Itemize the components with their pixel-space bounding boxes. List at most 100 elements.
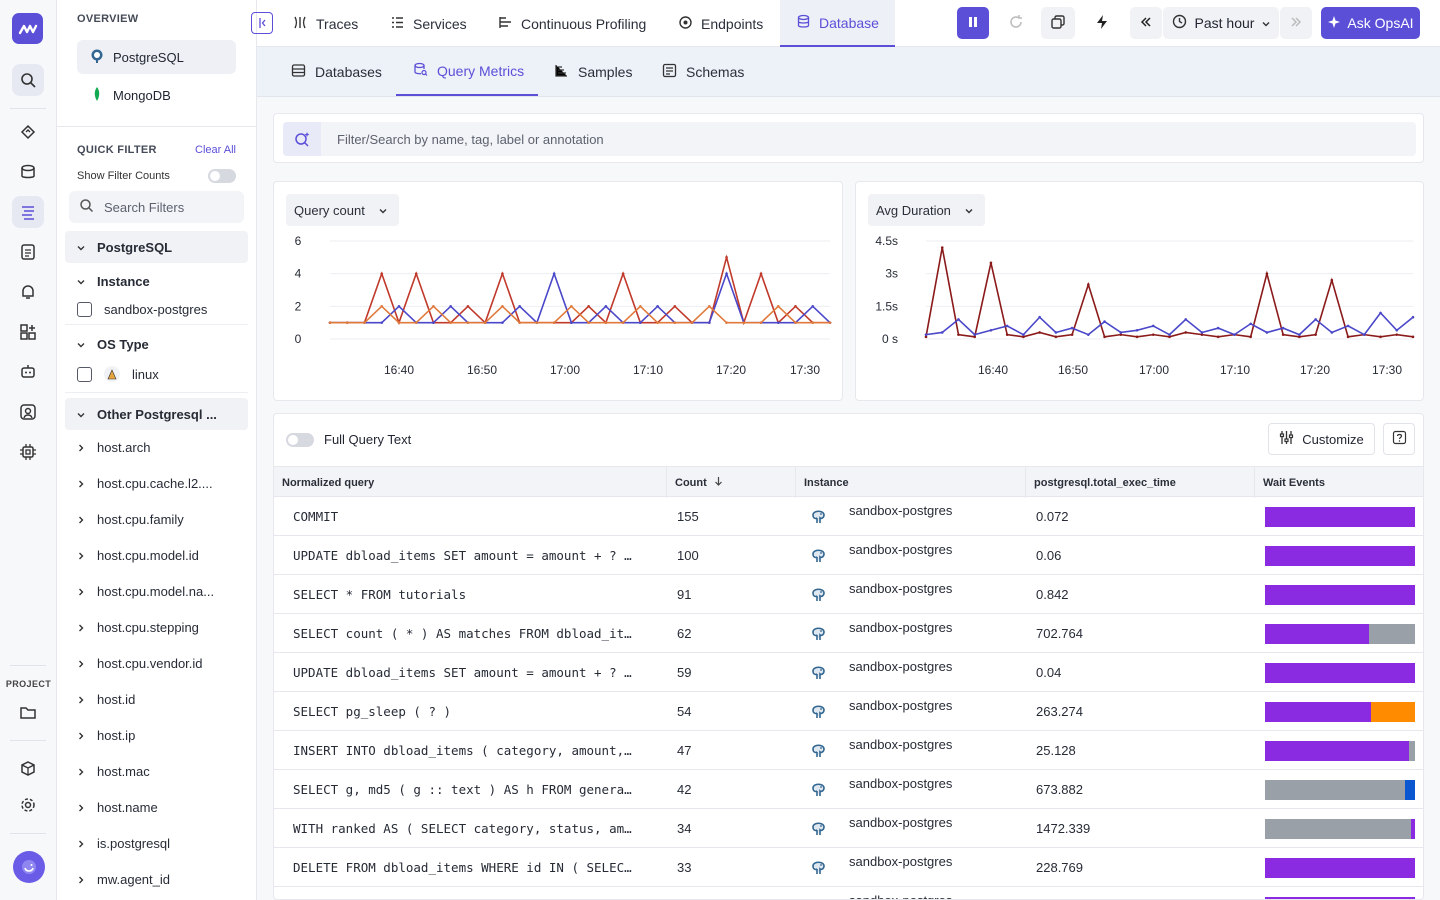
filter-attr-item[interactable]: host.cpu.vendor.id — [65, 650, 248, 676]
customize-button[interactable]: Customize — [1268, 423, 1375, 455]
query-cell[interactable]: SELECT g, md5 ( g :: text ) AS h FROM ge… — [293, 782, 632, 797]
ask-opsai-button[interactable]: Ask OpsAI — [1321, 7, 1420, 39]
filter-attr-item[interactable]: host.ip — [65, 722, 248, 748]
apm-icon[interactable] — [12, 116, 44, 148]
table-row[interactable]: DELETE FROM dbload_items WHERE id IN ( S… — [274, 848, 1423, 887]
instance-checkbox[interactable] — [77, 301, 92, 317]
full-query-text-toggle[interactable] — [286, 432, 314, 447]
filter-option-os[interactable]: linux — [65, 361, 248, 387]
tab-services[interactable]: Services — [390, 0, 467, 47]
time-back-button[interactable] — [1130, 7, 1162, 39]
db-item-mongodb[interactable]: MongoDB — [77, 78, 236, 112]
chip-icon[interactable] — [12, 436, 44, 468]
instance-cell[interactable]: sandbox-postgres — [849, 581, 953, 596]
wait-events-bar[interactable] — [1265, 546, 1415, 566]
wait-events-bar[interactable] — [1265, 507, 1415, 527]
filter-attr-item[interactable]: is.postgresql — [65, 830, 248, 856]
wait-events-bar[interactable] — [1265, 858, 1415, 878]
col-wait-events[interactable]: Wait Events — [1254, 467, 1423, 498]
show-filter-counts-toggle[interactable] — [208, 169, 236, 183]
wait-events-bar[interactable] — [1265, 741, 1415, 761]
wait-events-bar[interactable] — [1265, 663, 1415, 683]
col-instance[interactable]: Instance — [795, 467, 1025, 498]
filter-attr-item[interactable]: host.id — [65, 686, 248, 712]
instance-cell[interactable]: sandbox-postgres — [849, 503, 953, 518]
wait-events-bar[interactable] — [1265, 702, 1415, 722]
live-mode-button[interactable] — [1085, 7, 1119, 39]
wait-events-bar[interactable] — [1265, 624, 1415, 644]
search-icon[interactable] — [12, 64, 44, 96]
search-filters-input[interactable]: Search Filters — [69, 191, 244, 223]
subtab-samples[interactable]: Samples — [554, 47, 632, 96]
table-row[interactable]: sandbox-postgres — [274, 887, 1423, 899]
instance-cell[interactable]: sandbox-postgres — [849, 659, 953, 674]
tab-traces[interactable]: Traces — [293, 0, 358, 47]
col-count[interactable]: Count — [666, 467, 795, 498]
db-item-postgresql[interactable]: PostgreSQL — [77, 40, 236, 74]
instance-cell[interactable]: sandbox-postgres — [849, 737, 953, 752]
tab-continuous-profiling[interactable]: Continuous Profiling — [498, 0, 646, 47]
table-row[interactable]: INSERT INTO dbload_items ( category, amo… — [274, 731, 1423, 770]
query-cell[interactable] — [293, 887, 649, 899]
collapse-sidebar-icon[interactable] — [251, 12, 273, 34]
query-cell[interactable]: SELECT count ( * ) AS matches FROM dbloa… — [293, 626, 632, 641]
query-cell[interactable]: SELECT * FROM tutorials — [293, 587, 467, 602]
filter-attr-item[interactable]: host.cpu.model.id — [65, 542, 248, 568]
dashboard-icon[interactable] — [12, 236, 44, 268]
wait-events-bar[interactable] — [1265, 780, 1415, 800]
col-normalized-query[interactable]: Normalized query — [274, 467, 666, 498]
table-row[interactable]: UPDATE dbload_items SET amount = amount … — [274, 653, 1423, 692]
table-row[interactable]: SELECT count ( * ) AS matches FROM dbloa… — [274, 614, 1423, 653]
os-checkbox[interactable] — [77, 366, 92, 382]
rum-icon[interactable] — [12, 396, 44, 428]
table-row[interactable]: SELECT g, md5 ( g :: text ) AS h FROM ge… — [274, 770, 1423, 809]
table-row[interactable]: SELECT pg_sleep ( ? ) 54 sandbox-postgres 2… — [274, 692, 1423, 731]
pause-button[interactable] — [957, 7, 989, 39]
integrations-icon[interactable] — [12, 316, 44, 348]
instance-cell[interactable]: sandbox-postgres — [849, 620, 953, 635]
copy-button[interactable] — [1041, 7, 1075, 39]
table-row[interactable]: WITH ranked AS ( SELECT category, status… — [274, 809, 1423, 848]
wait-events-bar[interactable] — [1265, 819, 1415, 839]
query-cell[interactable]: WITH ranked AS ( SELECT category, status… — [293, 821, 632, 836]
filter-group-os-type[interactable]: OS Type — [65, 328, 248, 360]
instance-cell[interactable]: sandbox-postgres — [849, 881, 1019, 899]
clear-all-link[interactable]: Clear All — [195, 144, 236, 156]
instance-cell[interactable]: sandbox-postgres — [849, 542, 953, 557]
logs-icon[interactable] — [12, 196, 44, 228]
instance-cell[interactable]: sandbox-postgres — [849, 854, 953, 869]
filter-search-input[interactable]: Filter/Search by name, tag, label or ann… — [283, 122, 1416, 156]
settings-gear-icon[interactable] — [12, 789, 44, 821]
filter-option-instance[interactable]: sandbox-postgres — [65, 296, 248, 322]
tab-database[interactable]: Database — [780, 0, 895, 47]
query-cell[interactable]: DELETE FROM dbload_items WHERE id IN ( S… — [293, 860, 632, 875]
help-button[interactable] — [1383, 423, 1415, 455]
time-range-select[interactable]: Past hour — [1163, 7, 1279, 39]
filter-attr-item[interactable]: mw.agent_id — [65, 866, 248, 892]
infra-icon[interactable] — [12, 156, 44, 188]
table-row[interactable]: COMMIT 155 sandbox-postgres 0.072 — [274, 497, 1423, 536]
instance-cell[interactable]: sandbox-postgres — [849, 698, 953, 713]
filter-attr-item[interactable]: host.cpu.family — [65, 506, 248, 532]
filter-attr-item[interactable]: host.arch — [65, 434, 248, 460]
subtab-schemas[interactable]: Schemas — [662, 47, 744, 96]
query-cell[interactable]: UPDATE dbload_items SET amount = amount … — [293, 665, 632, 680]
time-forward-button[interactable] — [1280, 7, 1312, 39]
filter-attr-item[interactable]: host.name — [65, 794, 248, 820]
full-query-text-toggle-row[interactable]: Full Query Text — [286, 432, 411, 447]
tab-endpoints[interactable]: Endpoints — [678, 0, 763, 47]
query-cell[interactable]: INSERT INTO dbload_items ( category, amo… — [293, 743, 632, 758]
avg-duration-dropdown[interactable]: Avg Duration — [868, 194, 985, 226]
table-row[interactable]: UPDATE dbload_items SET amount = amount … — [274, 536, 1423, 575]
wait-events-bar[interactable] — [1265, 585, 1415, 605]
agent-icon[interactable] — [12, 356, 44, 388]
box-plus-icon[interactable] — [12, 753, 44, 785]
table-row[interactable]: SELECT * FROM tutorials 91 sandbox-postgre… — [274, 575, 1423, 614]
instance-cell[interactable]: sandbox-postgres — [849, 815, 953, 830]
filter-group-instance[interactable]: Instance — [65, 265, 248, 297]
alerts-icon[interactable] — [12, 276, 44, 308]
query-count-dropdown[interactable]: Query count — [286, 194, 399, 226]
filter-group-other-postgresql[interactable]: Other Postgresql ... — [65, 398, 248, 430]
middleware-logo-icon[interactable] — [12, 13, 43, 44]
folder-icon[interactable] — [12, 696, 44, 728]
